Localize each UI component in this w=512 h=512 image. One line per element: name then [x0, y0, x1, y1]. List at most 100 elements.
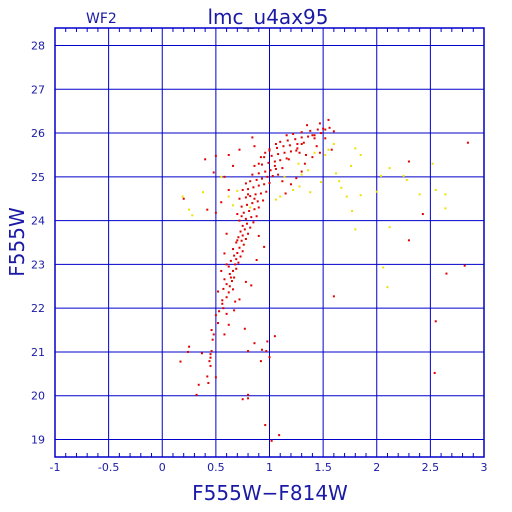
- star-point-red: [186, 350, 189, 353]
- star-point-red: [251, 136, 254, 139]
- star-point-red: [303, 162, 306, 165]
- star-point-red: [267, 161, 270, 164]
- star-point-yellow: [388, 226, 391, 229]
- star-point-yellow: [444, 207, 447, 210]
- chart-title: lmc_u4ax95: [208, 5, 329, 29]
- star-point-red: [255, 259, 258, 262]
- star-point-red: [240, 215, 243, 218]
- star-point-yellow: [297, 162, 300, 165]
- star-point-red: [264, 424, 267, 427]
- star-point-red: [249, 195, 252, 198]
- star-point-red: [225, 283, 228, 286]
- star-point-red: [289, 183, 292, 186]
- star-point-red: [284, 192, 287, 195]
- star-point-red: [242, 243, 245, 246]
- star-point-red: [223, 252, 226, 255]
- star-point-red: [259, 192, 262, 195]
- star-point-red: [309, 129, 312, 132]
- star-point-red: [235, 241, 238, 244]
- star-point-yellow: [181, 195, 184, 198]
- star-point-red: [227, 265, 230, 268]
- star-point-yellow: [313, 151, 316, 154]
- star-point-red: [223, 333, 226, 336]
- star-point-red: [239, 255, 242, 258]
- star-point-red: [296, 143, 299, 146]
- star-point-red: [295, 149, 298, 152]
- star-point-red: [232, 248, 235, 251]
- star-point-red: [244, 217, 247, 220]
- star-point-red: [188, 345, 191, 348]
- star-point-red: [255, 178, 258, 181]
- star-point-red: [238, 298, 241, 301]
- y-tick-label: 21: [31, 346, 45, 359]
- star-point-red: [260, 163, 263, 166]
- star-point-yellow: [307, 169, 310, 172]
- star-point-red: [250, 216, 253, 219]
- star-point-red: [212, 333, 215, 336]
- y-axis-label: F555W: [5, 207, 29, 277]
- x-tick-label: 3: [481, 461, 488, 474]
- y-tick-label: 24: [31, 215, 45, 228]
- star-point-yellow: [402, 174, 405, 177]
- star-point-red: [265, 350, 268, 353]
- star-point-red: [253, 342, 256, 345]
- star-point-red: [233, 309, 236, 312]
- star-point-red: [209, 364, 212, 367]
- star-point-yellow: [359, 194, 362, 197]
- y-tick-label: 23: [31, 258, 45, 271]
- star-point-red: [313, 134, 316, 137]
- star-point-red: [244, 237, 247, 240]
- star-point-yellow: [283, 175, 286, 178]
- star-point-red: [252, 221, 255, 224]
- star-point-red: [200, 352, 203, 355]
- star-point-red: [242, 211, 245, 214]
- star-point-red: [241, 224, 244, 227]
- star-point-red: [265, 190, 268, 193]
- star-point-yellow: [434, 188, 437, 191]
- star-point-yellow: [375, 190, 378, 193]
- star-point-yellow: [309, 191, 312, 194]
- star-point-red: [266, 175, 269, 178]
- x-tick-label: 0.5: [207, 461, 225, 474]
- star-point-red: [257, 234, 260, 237]
- star-point-red: [245, 222, 248, 225]
- star-point-red: [237, 236, 240, 239]
- star-point-red: [236, 213, 239, 216]
- star-point-red: [318, 122, 321, 125]
- star-point-yellow: [354, 228, 357, 231]
- star-point-yellow: [274, 198, 277, 201]
- x-tick-label: 0: [159, 461, 166, 474]
- star-point-red: [209, 356, 212, 359]
- star-point-red: [285, 157, 288, 160]
- star-point-yellow: [334, 172, 337, 175]
- star-point-red: [221, 299, 224, 302]
- star-point-red: [268, 148, 271, 151]
- star-point-red: [264, 170, 267, 173]
- star-point-red: [274, 143, 277, 146]
- chip-label: WF2: [86, 11, 117, 27]
- star-point-red: [332, 130, 335, 133]
- star-point-red: [197, 383, 200, 386]
- star-point-red: [236, 252, 239, 255]
- star-point-yellow: [300, 173, 303, 176]
- star-point-red: [269, 169, 272, 172]
- star-point-red: [281, 180, 284, 183]
- star-point-red: [466, 141, 469, 144]
- star-point-yellow: [191, 214, 194, 217]
- grid: [54, 28, 485, 457]
- x-tick-label: 1: [266, 461, 273, 474]
- star-point-yellow: [418, 193, 421, 196]
- star-point-red: [232, 269, 235, 272]
- star-point-red: [254, 193, 257, 196]
- star-point-red: [217, 290, 220, 293]
- star-point-red: [235, 267, 238, 270]
- star-point-red: [421, 213, 424, 216]
- star-point-red: [434, 320, 437, 323]
- star-point-yellow: [354, 147, 357, 150]
- star-point-red: [236, 239, 239, 242]
- star-point-red: [232, 164, 235, 167]
- star-point-red: [244, 182, 247, 185]
- star-point-red: [182, 197, 185, 200]
- star-point-red: [240, 239, 243, 242]
- star-point-red: [262, 199, 265, 202]
